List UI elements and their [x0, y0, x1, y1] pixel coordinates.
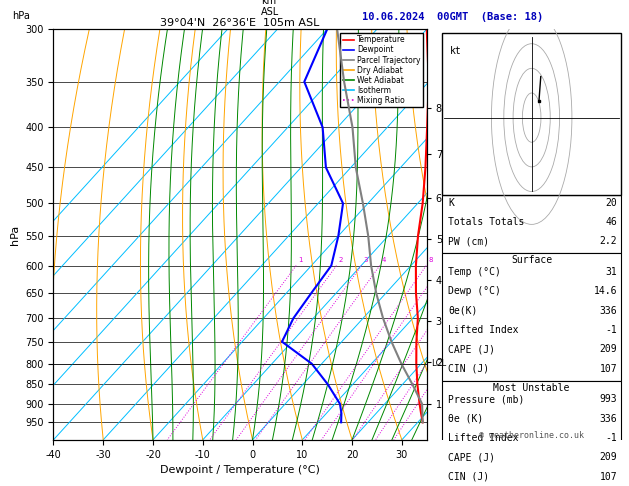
Text: CIN (J): CIN (J) [448, 471, 489, 482]
Text: 20: 20 [493, 257, 501, 263]
Text: 2: 2 [338, 257, 343, 263]
Text: CIN (J): CIN (J) [448, 364, 489, 374]
Text: Pressure (mb): Pressure (mb) [448, 395, 525, 404]
Text: 2.2: 2.2 [599, 236, 617, 246]
Text: Most Unstable: Most Unstable [494, 383, 570, 393]
Text: -1: -1 [606, 325, 617, 335]
Text: km
ASL: km ASL [261, 0, 279, 17]
X-axis label: Dewpoint / Temperature (°C): Dewpoint / Temperature (°C) [160, 465, 320, 475]
Text: 336: 336 [599, 414, 617, 424]
Text: 336: 336 [599, 306, 617, 315]
Text: LCL: LCL [431, 359, 446, 368]
Text: PW (cm): PW (cm) [448, 236, 489, 246]
Bar [442, 381, 621, 486]
Text: kt: kt [450, 46, 462, 55]
Text: 10.06.2024  00GMT  (Base: 18): 10.06.2024 00GMT (Base: 18) [362, 12, 543, 22]
Text: K: K [448, 197, 454, 208]
Title: 39°04'N  26°36'E  105m ASL: 39°04'N 26°36'E 105m ASL [160, 18, 320, 28]
Text: Dewp (°C): Dewp (°C) [448, 286, 501, 296]
Text: Totals Totals: Totals Totals [448, 217, 525, 227]
Bar [442, 33, 621, 195]
Text: 3: 3 [364, 257, 368, 263]
Text: Lifted Index: Lifted Index [448, 325, 518, 335]
Text: 209: 209 [599, 452, 617, 462]
Text: θe(K): θe(K) [448, 306, 477, 315]
Bar [442, 195, 621, 253]
Text: Temp (°C): Temp (°C) [448, 267, 501, 277]
Text: -1: -1 [606, 433, 617, 443]
Text: CAPE (J): CAPE (J) [448, 452, 495, 462]
Text: 25: 25 [509, 257, 518, 263]
Text: 993: 993 [599, 395, 617, 404]
Text: Surface: Surface [511, 256, 552, 265]
Text: 20: 20 [606, 197, 617, 208]
Text: 10: 10 [442, 257, 450, 263]
Text: CAPE (J): CAPE (J) [448, 344, 495, 354]
Text: 1: 1 [298, 257, 303, 263]
Text: 15: 15 [470, 257, 480, 263]
Text: 8: 8 [428, 257, 433, 263]
Text: © weatheronline.co.uk: © weatheronline.co.uk [479, 431, 584, 440]
Text: 14.6: 14.6 [594, 286, 617, 296]
Text: 31: 31 [606, 267, 617, 277]
Bar [442, 253, 621, 381]
Text: θe (K): θe (K) [448, 414, 483, 424]
Text: 107: 107 [599, 471, 617, 482]
Text: 107: 107 [599, 364, 617, 374]
Text: 209: 209 [599, 344, 617, 354]
Text: 4: 4 [382, 257, 386, 263]
Y-axis label: hPa: hPa [9, 225, 19, 244]
Legend: Temperature, Dewpoint, Parcel Trajectory, Dry Adiabat, Wet Adiabat, Isotherm, Mi: Temperature, Dewpoint, Parcel Trajectory… [340, 33, 423, 107]
Text: hPa: hPa [13, 11, 30, 21]
Text: 46: 46 [606, 217, 617, 227]
Text: Lifted Index: Lifted Index [448, 433, 518, 443]
